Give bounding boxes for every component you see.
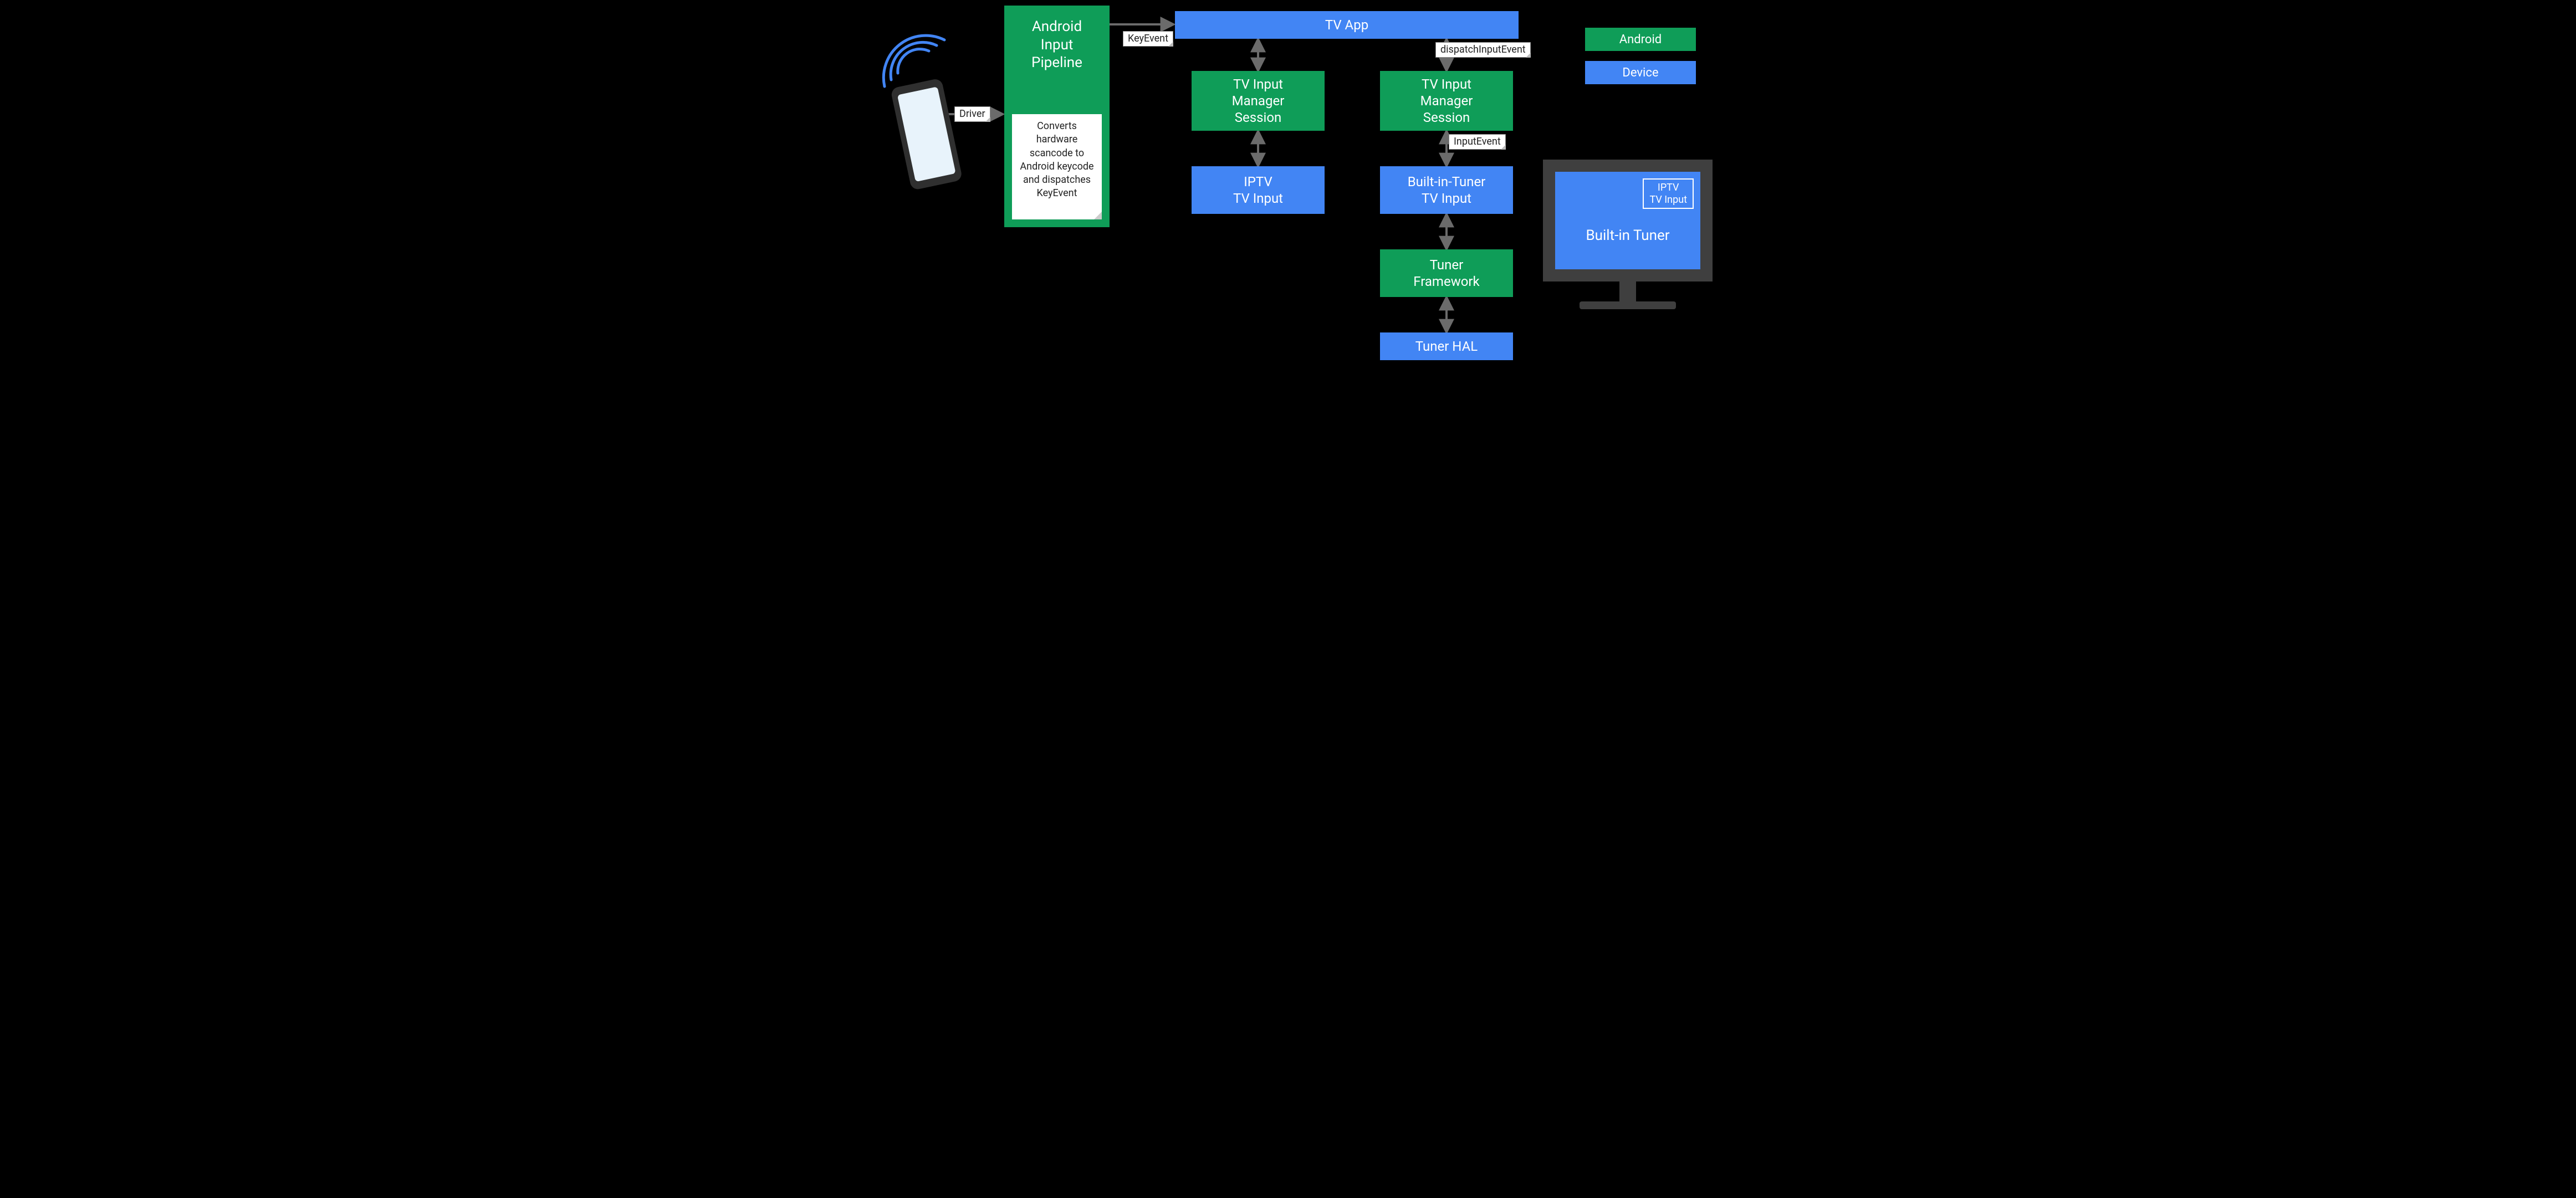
node-label: TV Input Manager Session	[1232, 76, 1285, 126]
node-label: Built-in-Tuner TV Input	[1408, 173, 1486, 207]
node-iptv-input: IPTV TV Input	[1192, 166, 1325, 214]
edge-label-dispatch: dispatchInputEvent	[1435, 42, 1531, 58]
legend-label: Android	[1619, 33, 1662, 47]
edge-label-inputevent: InputEvent	[1449, 134, 1506, 150]
legend-device: Device	[1585, 61, 1696, 84]
node-mgr-session-left: TV Input Manager Session	[1192, 71, 1325, 131]
node-label: IPTV TV Input	[1233, 173, 1283, 207]
node-label: Tuner Framework	[1413, 257, 1479, 290]
note-text: Converts hardware scancode to Android ke…	[1020, 120, 1093, 199]
tv-main-label: Built-in Tuner	[1555, 227, 1700, 244]
node-tuner-framework: Tuner Framework	[1380, 249, 1513, 297]
diagram-canvas: Android Input Pipeline Converts hardware…	[859, 0, 1717, 399]
node-builtin-tuner-input: Built-in-Tuner TV Input	[1380, 166, 1513, 214]
tv-stand-base	[1580, 301, 1676, 309]
node-label: TV App	[1325, 17, 1368, 33]
edge-label-driver: Driver	[954, 106, 990, 122]
node-tuner-hal: Tuner HAL	[1380, 332, 1513, 360]
pipeline-note: Converts hardware scancode to Android ke…	[1012, 114, 1102, 219]
remote-phone-icon	[890, 78, 963, 191]
tv-monitor-icon: IPTV TV Input Built-in Tuner	[1543, 160, 1713, 281]
node-label: Tuner HAL	[1415, 338, 1478, 355]
edge-label-keyevent: KeyEvent	[1123, 31, 1173, 47]
tv-inset-label: IPTV TV Input	[1643, 178, 1694, 209]
legend-label: Device	[1622, 66, 1658, 80]
node-mgr-session-right: TV Input Manager Session	[1380, 71, 1513, 131]
tv-stand-column	[1619, 281, 1636, 301]
wifi-icon	[883, 35, 944, 86]
legend-android: Android	[1585, 28, 1696, 51]
node-tv-app: TV App	[1175, 11, 1519, 39]
node-label: TV Input Manager Session	[1420, 76, 1473, 126]
node-label: Android Input Pipeline	[1031, 18, 1082, 72]
